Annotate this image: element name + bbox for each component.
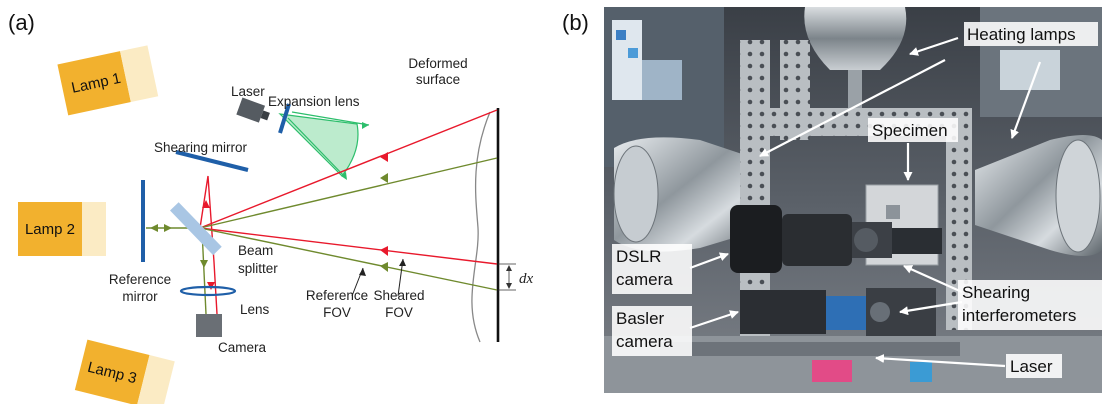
reference-fov-label-2: FOV bbox=[323, 305, 351, 320]
shearing-mirror-label: Shearing mirror bbox=[154, 140, 248, 155]
lamp-2-label: Lamp 2 bbox=[25, 221, 75, 238]
shear-distance-marker: dx bbox=[498, 263, 534, 291]
dslr-camera-label-2: camera bbox=[616, 270, 673, 289]
camera-label: Camera bbox=[218, 340, 267, 355]
panel-a-label: (a) bbox=[8, 10, 35, 35]
laser-photo-label: Laser bbox=[1010, 357, 1053, 376]
photo-pointers bbox=[689, 36, 1042, 368]
laser-body bbox=[236, 97, 266, 123]
expansion-lens-label: Expansion lens bbox=[268, 94, 360, 109]
laser-cone bbox=[278, 113, 359, 177]
panel-b: (b) bbox=[562, 7, 1102, 393]
laser-source: Laser Expansion lens bbox=[231, 84, 370, 180]
expansion-lens-icon bbox=[278, 103, 291, 134]
deformed-surface-label-1: Deformed bbox=[408, 56, 467, 71]
lens-icon bbox=[179, 285, 237, 297]
dslr-camera-label-1: DSLR bbox=[616, 247, 661, 266]
shearing-interferometers-label-1: Shearing bbox=[962, 283, 1030, 302]
shear-distance-label: dx bbox=[519, 271, 534, 287]
panel-a: (a) Lamp 1 Lamp 2 Lamp 3 bbox=[8, 10, 534, 404]
sheared-fov-label-1: Sheared bbox=[373, 288, 424, 303]
basler-camera-label-1: Basler bbox=[616, 309, 665, 328]
lamp-1: Lamp 1 bbox=[57, 45, 159, 116]
heating-lamps-label: Heating lamps bbox=[967, 25, 1076, 44]
laser-label: Laser bbox=[231, 84, 265, 99]
beam-splitter-icon bbox=[170, 202, 222, 256]
lens-label: Lens bbox=[240, 302, 270, 317]
lamp-3: Lamp 3 bbox=[74, 339, 175, 404]
deformed-surface: Deformed surface bbox=[408, 56, 500, 343]
reference-fov-label-1: Reference bbox=[306, 288, 368, 303]
shearing-interferometers-label-2: interferometers bbox=[962, 306, 1076, 325]
camera-icon bbox=[196, 314, 222, 337]
panel-b-label: (b) bbox=[562, 10, 589, 35]
sheared-fov-label-2: FOV bbox=[385, 305, 413, 320]
basler-camera-label-2: camera bbox=[616, 332, 673, 351]
lamp-2: Lamp 2 bbox=[18, 202, 106, 256]
specimen-label: Specimen bbox=[872, 121, 948, 140]
shearing-mirror-icon bbox=[175, 150, 249, 172]
beam-splitter-label-1: Beam bbox=[238, 243, 273, 258]
beam-splitter-label-2: splitter bbox=[238, 261, 278, 276]
reference-mirror-label-1: Reference bbox=[109, 272, 171, 287]
reference-mirror-label-2: mirror bbox=[122, 289, 158, 304]
deformed-surface-label-2: surface bbox=[416, 72, 460, 87]
